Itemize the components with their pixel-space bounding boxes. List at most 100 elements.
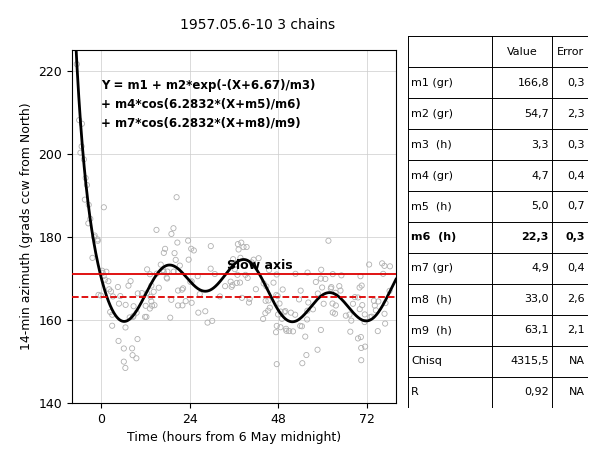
Point <box>184 256 193 263</box>
Point <box>126 278 136 285</box>
Point <box>243 275 253 282</box>
Point <box>298 360 307 367</box>
Point <box>326 284 336 291</box>
Point <box>233 271 242 279</box>
Point <box>320 275 330 283</box>
Point <box>276 323 286 331</box>
Text: 22,3: 22,3 <box>521 232 549 242</box>
Point <box>280 308 289 316</box>
Point <box>259 280 268 287</box>
Point <box>353 294 363 301</box>
Point <box>337 272 346 279</box>
Point <box>348 300 358 308</box>
Point <box>280 308 290 315</box>
Point <box>93 237 103 245</box>
Point <box>304 299 313 306</box>
Point <box>177 286 187 293</box>
Point <box>286 309 296 316</box>
Point <box>271 328 281 336</box>
Point <box>171 256 181 264</box>
Point <box>377 260 387 267</box>
Point <box>328 309 337 316</box>
Point <box>360 311 370 318</box>
Point <box>184 237 193 244</box>
Point <box>341 312 350 319</box>
Point <box>187 278 196 285</box>
Point <box>141 302 151 309</box>
Point <box>319 300 328 308</box>
Point <box>121 301 130 308</box>
Point <box>328 270 338 278</box>
Text: Error: Error <box>556 47 584 57</box>
Point <box>129 312 139 319</box>
Point <box>331 302 341 309</box>
Point <box>380 262 389 270</box>
Point <box>88 254 97 261</box>
Point <box>233 241 242 248</box>
Point <box>316 266 326 273</box>
Point <box>119 345 128 352</box>
Point <box>331 289 340 296</box>
Point <box>80 196 89 203</box>
Text: 54,7: 54,7 <box>524 109 549 119</box>
Point <box>316 326 326 333</box>
Point <box>181 298 190 305</box>
Point <box>185 278 195 285</box>
Point <box>137 289 146 297</box>
Point <box>370 302 380 309</box>
Text: 166,8: 166,8 <box>517 77 549 88</box>
Text: m4 (gr): m4 (gr) <box>411 170 453 181</box>
Point <box>104 286 114 293</box>
Point <box>284 328 294 335</box>
Text: NA: NA <box>569 387 585 397</box>
Point <box>230 265 239 273</box>
Point <box>166 296 176 304</box>
Point <box>206 265 215 272</box>
Text: m7 (gr): m7 (gr) <box>411 263 453 274</box>
Point <box>236 254 245 261</box>
Point <box>89 233 99 241</box>
Point <box>367 313 376 320</box>
Point <box>124 282 133 289</box>
Point <box>385 287 394 294</box>
Point <box>160 245 170 252</box>
Point <box>127 345 137 352</box>
Point <box>128 352 137 359</box>
Point <box>281 325 291 333</box>
Point <box>193 273 203 280</box>
Point <box>77 120 87 127</box>
Point <box>107 311 117 318</box>
Point <box>145 305 155 312</box>
Point <box>173 287 183 294</box>
Point <box>244 299 254 306</box>
Point <box>163 275 172 282</box>
Point <box>356 333 365 341</box>
Point <box>99 272 109 280</box>
Point <box>272 322 281 329</box>
Point <box>356 273 365 280</box>
Point <box>290 311 300 318</box>
Point <box>275 300 284 307</box>
Point <box>281 327 291 334</box>
Point <box>200 308 210 315</box>
Text: m8  (h): m8 (h) <box>411 294 452 304</box>
Point <box>167 230 176 237</box>
Point <box>175 262 185 269</box>
Point <box>308 306 318 313</box>
Point <box>385 263 395 270</box>
Point <box>294 296 304 303</box>
Point <box>328 300 337 307</box>
Point <box>374 298 383 305</box>
Point <box>273 292 283 299</box>
Point <box>101 268 111 275</box>
Text: 0,92: 0,92 <box>524 387 549 397</box>
X-axis label: Time (hours from 6 May midnight): Time (hours from 6 May midnight) <box>127 431 341 444</box>
Point <box>170 250 179 257</box>
Point <box>76 149 85 156</box>
Point <box>133 335 142 342</box>
Point <box>296 287 305 294</box>
Point <box>249 256 259 263</box>
Point <box>210 270 220 278</box>
Point <box>220 283 230 290</box>
Text: NA: NA <box>569 356 585 366</box>
